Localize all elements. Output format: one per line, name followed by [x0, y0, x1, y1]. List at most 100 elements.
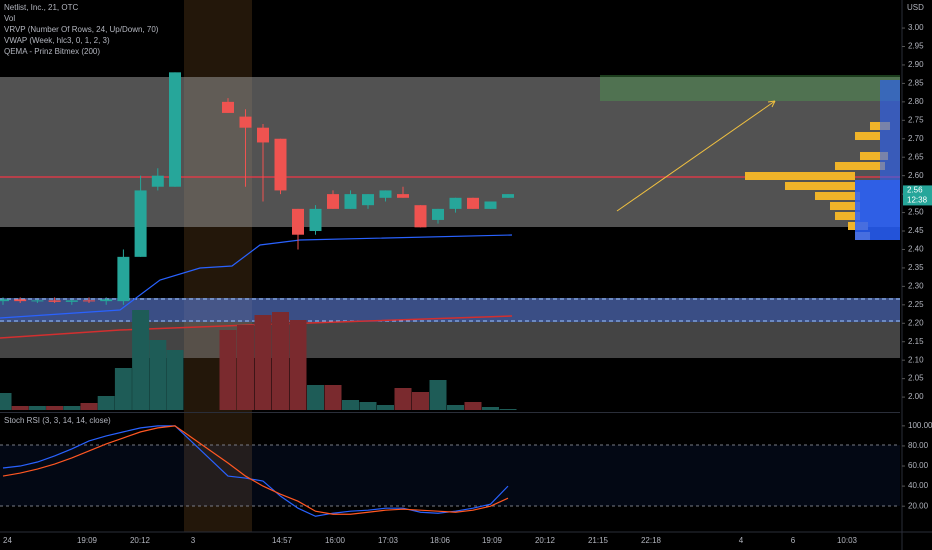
vwap-line [0, 234, 513, 319]
price-label: 2.25 [908, 300, 924, 309]
candle-body [151, 175, 164, 187]
volume-bar [28, 406, 46, 410]
time-label: 16:00 [325, 536, 346, 545]
volume-bar [272, 312, 289, 410]
time-label: 14:57 [272, 536, 293, 545]
price-label: 2.70 [908, 134, 924, 143]
candle-body [379, 190, 392, 198]
indicator-legend: QEMA - Prinz Bitmex (200) [4, 47, 100, 56]
vp-blue [855, 180, 900, 240]
vp-row [855, 132, 880, 140]
price-label: 2.00 [908, 392, 924, 401]
volume-bar [80, 403, 98, 410]
candle-body [502, 194, 514, 198]
last-price-label: 2.56 [907, 186, 923, 195]
price-label: 2.90 [908, 60, 924, 69]
time-label: 10:03 [837, 536, 858, 545]
candle-body [397, 194, 409, 198]
price-label: 2.95 [908, 42, 924, 51]
candle-body [48, 300, 61, 302]
last-price-tag [903, 185, 932, 206]
volume-bar [46, 406, 64, 410]
price-label: 2.40 [908, 245, 924, 254]
pane-divider [0, 412, 900, 413]
stoch-line [2, 425, 509, 517]
vp-row [830, 202, 860, 210]
volume-bar [237, 325, 254, 410]
volume-bar [342, 400, 359, 410]
candle-body [274, 138, 287, 191]
candle-body [484, 201, 497, 209]
stoch-band [0, 445, 900, 506]
trend-arrow [616, 100, 776, 212]
time-label: 19:09 [482, 536, 503, 545]
candle-body [0, 299, 9, 302]
time-label: 20:12 [130, 536, 151, 545]
volume-bar [97, 396, 115, 410]
candle-body [65, 300, 78, 302]
stoch-label: 60.00 [908, 461, 929, 470]
price-label: 3.00 [908, 23, 924, 32]
candle-body [239, 116, 252, 128]
price-label: 2.45 [908, 226, 924, 235]
stoch-label: 100.00 [908, 421, 932, 430]
volume-bar [166, 350, 184, 410]
volume-bar [482, 407, 499, 410]
stoch-label: 40.00 [908, 481, 929, 490]
candle-body [31, 300, 44, 302]
volume-bar [394, 388, 412, 410]
vp-row [815, 192, 860, 200]
volume-bar [0, 393, 12, 410]
volume-bar [464, 402, 482, 410]
volume-bar [377, 405, 394, 410]
price-label: 2.75 [908, 115, 924, 124]
candle-body [83, 300, 95, 302]
price-label: 2.85 [908, 79, 924, 88]
time-label: 21:15 [588, 536, 609, 545]
candle-body [414, 205, 427, 228]
vp-row [860, 152, 888, 160]
volume-bar [63, 406, 81, 410]
volume-bar [447, 405, 464, 410]
volume-bar [289, 320, 307, 410]
stoch-legend: Stoch RSI (3, 3, 14, 14, close) [4, 416, 111, 425]
vp-row [785, 182, 855, 190]
stoch-line [2, 425, 509, 515]
qema-line [0, 315, 513, 339]
vp-row [835, 162, 885, 170]
price-label: 2.30 [908, 281, 924, 290]
price-label: 2.10 [908, 355, 924, 364]
candle-body [169, 72, 181, 187]
time-label: 3 [191, 536, 196, 545]
candle-body [257, 127, 269, 143]
volume-legend: Vol [4, 14, 15, 23]
candle-body [432, 208, 444, 220]
target-box [600, 75, 900, 101]
volume-bar [499, 409, 517, 410]
volume-bar [307, 385, 324, 410]
symbol-title: Netlist, Inc., 21, OTC [4, 3, 78, 12]
time-label: 20:12 [535, 536, 556, 545]
vp-blue [880, 80, 900, 180]
candle-body [362, 194, 374, 206]
volume-bar [132, 310, 150, 410]
time-label: 17:03 [378, 536, 399, 545]
volume-bar [149, 340, 167, 410]
time-label: 24 [3, 536, 12, 545]
time-label: 22:18 [641, 536, 662, 545]
time-label: 6 [791, 536, 796, 545]
price-label: 2.60 [908, 171, 924, 180]
price-label: 2.35 [908, 263, 924, 272]
candle-body [292, 208, 304, 235]
volume-bar [219, 330, 237, 410]
volume-bar [359, 402, 377, 410]
candle-body [344, 194, 357, 209]
price-label: 2.80 [908, 97, 924, 106]
price-label: 2.15 [908, 337, 924, 346]
countdown: 12:38 [907, 196, 928, 205]
candle-body [327, 194, 339, 209]
candle-body [309, 208, 322, 232]
vp-row [835, 212, 860, 220]
vp-row [745, 172, 855, 180]
